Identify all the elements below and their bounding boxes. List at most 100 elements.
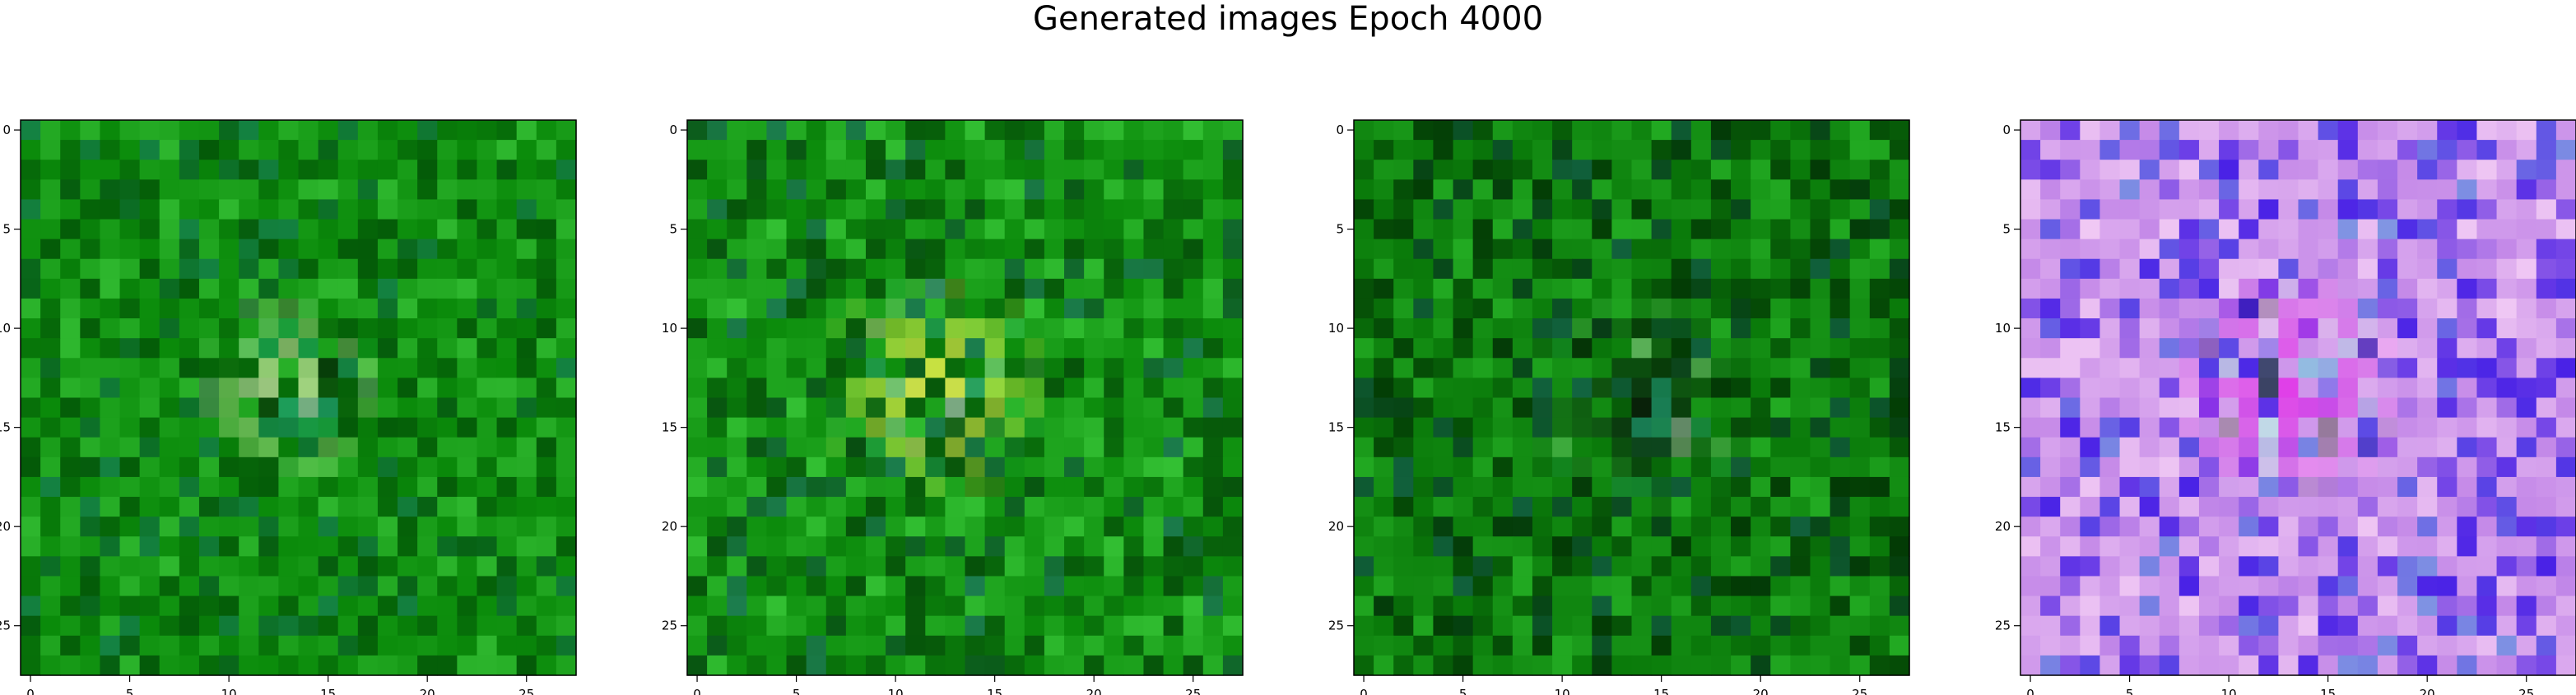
pixel (40, 258, 61, 280)
pixel (477, 179, 498, 201)
pixel (2278, 476, 2299, 498)
pixel (100, 318, 121, 339)
pixel (1044, 258, 1065, 280)
pixel (687, 437, 708, 458)
pixel (2080, 318, 2101, 339)
pixel (2357, 219, 2378, 240)
pixel (1552, 517, 1573, 537)
pixel (1492, 278, 1514, 299)
pixel (2457, 258, 2478, 280)
pixel (1433, 655, 1454, 676)
pixel (1064, 160, 1085, 180)
pixel (1592, 397, 1612, 419)
pixel (2198, 199, 2220, 220)
pixel (766, 437, 788, 458)
pixel (2377, 417, 2398, 438)
pixel (984, 278, 1006, 299)
pixel (2219, 417, 2239, 438)
pixel (1393, 199, 1414, 220)
pixel (2139, 120, 2160, 141)
pixel (2060, 199, 2081, 220)
pixel (1024, 219, 1045, 240)
pixel (1453, 437, 1474, 458)
pixel (2219, 179, 2239, 201)
pixel (945, 199, 966, 220)
pixel (318, 576, 339, 597)
pixel (337, 358, 359, 378)
pixel (1572, 298, 1593, 319)
pixel (2318, 655, 2339, 676)
pixel (1790, 497, 1811, 517)
pixel (1611, 655, 1633, 676)
pixel (1354, 595, 1374, 617)
pixel (139, 239, 160, 260)
pixel (278, 655, 300, 676)
pixel (865, 437, 886, 458)
pixel (1751, 278, 1771, 299)
pixel (746, 517, 768, 537)
pixel (1810, 278, 1831, 299)
pixel (1453, 378, 1474, 399)
pixel (337, 456, 359, 478)
pixel (1123, 417, 1145, 438)
pixel (1830, 437, 1851, 458)
pixel (298, 437, 319, 458)
pixel (2219, 338, 2239, 359)
pixel (1413, 258, 1434, 280)
pixel (1790, 635, 1811, 656)
pixel (1472, 655, 1494, 676)
pixel (1849, 476, 1871, 498)
pixel (219, 576, 239, 597)
pixel (687, 595, 708, 617)
pixel (1731, 239, 1751, 260)
pixel (179, 358, 200, 378)
pixel (2020, 219, 2041, 240)
pixel (806, 179, 827, 201)
pixel (2020, 258, 2041, 280)
pixel (2239, 497, 2259, 517)
pixel (687, 655, 708, 676)
pixel (1830, 378, 1851, 399)
pixel (1472, 517, 1494, 537)
pixel (417, 160, 438, 180)
pixel (707, 517, 728, 537)
pixel (2516, 199, 2537, 220)
pixel (278, 219, 300, 240)
pixel (198, 635, 220, 656)
pixel (2357, 456, 2378, 478)
pixel (1222, 437, 1244, 458)
pixel (219, 120, 239, 141)
pixel (1084, 358, 1104, 378)
pixel (2239, 140, 2259, 160)
pixel (1770, 179, 1791, 201)
pixel (457, 358, 478, 378)
pixel (1611, 120, 1633, 141)
pixel (2357, 358, 2378, 378)
pixel (1572, 160, 1593, 180)
pixel (1143, 476, 1165, 498)
pixel (2496, 497, 2518, 517)
pixel (1671, 318, 1692, 339)
y-tick-label: 5 (2, 222, 11, 237)
pixel (417, 219, 438, 240)
pixel (496, 417, 518, 438)
pixel (2239, 298, 2259, 319)
pixel (1572, 179, 1593, 201)
pixel (536, 258, 557, 280)
pixel (746, 358, 768, 378)
pixel (1611, 179, 1633, 201)
pixel (1104, 140, 1124, 160)
pixel (1393, 338, 1414, 359)
pixel (984, 476, 1006, 498)
pixel (845, 318, 867, 339)
pixel (1889, 517, 1910, 537)
pixel (1690, 615, 1712, 637)
pixel (2080, 397, 2101, 419)
pixel (727, 278, 747, 299)
pixel (337, 120, 359, 141)
pixel (1202, 358, 1224, 378)
pixel (746, 456, 768, 478)
pixel (845, 556, 867, 577)
pixel (2099, 120, 2121, 141)
pixel (219, 397, 239, 419)
